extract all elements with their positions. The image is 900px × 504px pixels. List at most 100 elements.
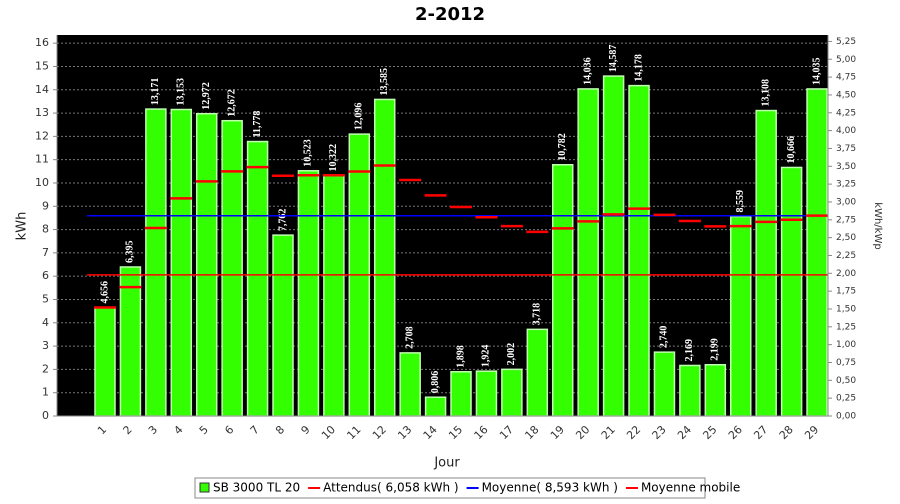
bar [730, 215, 752, 417]
x-tick-label: 21 [599, 423, 618, 442]
x-tick-label: 8 [273, 423, 287, 437]
bar [170, 108, 193, 417]
value-label: 10,322 [328, 144, 339, 172]
y2-tick-label: 2,50 [836, 233, 856, 243]
y2-tick-label: 3,50 [836, 162, 856, 172]
y-tick-label: 9 [42, 199, 49, 212]
bar [679, 364, 701, 417]
y2-tick-label: 0,50 [836, 376, 856, 386]
y-tick-label: 3 [42, 339, 49, 352]
y2-tick-label: 1,00 [836, 340, 856, 350]
legend-label: Attendus( 6,058 kWh ) [323, 481, 458, 495]
y2-tick-label: 1,50 [836, 304, 856, 314]
y2-tick-label: 2,25 [836, 251, 856, 261]
value-label: 2,169 [684, 339, 695, 362]
value-label: 11,778 [252, 111, 263, 138]
value-label: 2,740 [659, 326, 670, 349]
value-label: 13,171 [150, 78, 161, 106]
value-label: 13,585 [379, 68, 390, 96]
bar [755, 109, 777, 417]
y2-tick-label: 5,00 [836, 55, 856, 65]
x-tick-label: 4 [171, 423, 185, 437]
y-tick-label: 16 [35, 36, 49, 49]
bar [501, 368, 523, 417]
x-tick-label: 14 [421, 423, 440, 442]
bar [602, 75, 625, 417]
y-tick-label: 1 [42, 386, 49, 399]
y2-tick-label: 2,75 [836, 215, 856, 225]
value-label: 14,035 [811, 57, 822, 85]
x-tick-label: 7 [248, 423, 262, 437]
y-tick-label: 7 [42, 246, 49, 259]
bar [145, 108, 167, 417]
y-tick-label: 5 [42, 292, 49, 305]
bar [119, 266, 142, 417]
value-label: 10,782 [557, 133, 568, 161]
y2-tick-label: 4,50 [836, 90, 856, 100]
x-tick-label: 10 [319, 423, 338, 442]
value-label: 13,108 [760, 79, 771, 107]
x-tick-label: 11 [344, 423, 363, 442]
value-label: 7,762 [277, 209, 288, 232]
value-label: 4,656 [99, 281, 110, 304]
bar [551, 163, 574, 417]
y2-tick-label: 5,25 [836, 37, 856, 47]
y2-tick-label: 0,75 [836, 358, 856, 368]
x-tick-label: 6 [222, 423, 236, 437]
bar [475, 370, 498, 417]
value-label: 10,666 [786, 136, 797, 164]
y-tick-label: 12 [35, 129, 49, 142]
bar [526, 328, 549, 417]
y2-tick-label: 2,00 [836, 269, 856, 279]
y-tick-label: 2 [42, 362, 49, 375]
x-tick-label: 20 [573, 423, 592, 442]
y2-tick-label: 3,25 [836, 180, 856, 190]
value-label: 2,002 [506, 343, 517, 366]
y-tick-label: 6 [42, 269, 49, 282]
value-label: 14,178 [633, 54, 644, 82]
value-label: 12,096 [354, 103, 365, 131]
y-tick-label: 4 [42, 316, 49, 329]
y2-tick-label: 1,75 [836, 287, 856, 297]
bar [450, 371, 472, 417]
y-tick-label: 10 [35, 176, 49, 189]
y2-tick-label: 1,25 [836, 322, 856, 332]
y2-axis-label: kWh/kWp [872, 202, 883, 249]
y2-tick-label: 4,75 [836, 73, 856, 83]
y-tick-label: 11 [35, 153, 49, 166]
x-tick-label: 23 [650, 423, 669, 442]
bar [780, 166, 803, 417]
bar [221, 119, 243, 417]
x-tick-label: 29 [802, 423, 821, 442]
chart-title: 2-2012 [415, 4, 485, 25]
bar [272, 234, 294, 417]
x-tick-label: 26 [726, 423, 745, 442]
x-tick-label: 17 [497, 423, 516, 442]
value-label: 14,587 [608, 45, 619, 73]
legend-label: Moyenne mobile [641, 481, 740, 495]
value-label: 12,672 [226, 89, 237, 117]
x-axis-label: Jour [433, 456, 460, 471]
y-axis-label: kWh [15, 212, 30, 241]
x-tick-label: 25 [700, 423, 719, 442]
x-tick-label: 19 [548, 423, 567, 442]
x-tick-label: 18 [522, 423, 541, 442]
value-label: 10,523 [303, 139, 314, 167]
bar [246, 140, 269, 417]
y2-tick-label: 0,25 [836, 394, 856, 404]
legend [194, 477, 706, 499]
legend-label: SB 3000 TL 20 [213, 481, 300, 495]
bar [704, 364, 727, 417]
bar [653, 351, 676, 417]
value-label: 6,395 [125, 240, 136, 263]
bar [297, 170, 320, 417]
x-tick-label: 15 [446, 423, 465, 442]
y2-tick-label: 0,00 [836, 412, 856, 422]
x-tick-label: 2 [121, 423, 135, 437]
y2-tick-label: 3,75 [836, 144, 856, 154]
value-label: 2,199 [710, 338, 721, 361]
x-tick-label: 22 [624, 423, 643, 442]
y-tick-label: 13 [35, 106, 49, 119]
x-tick-label: 3 [146, 423, 160, 437]
